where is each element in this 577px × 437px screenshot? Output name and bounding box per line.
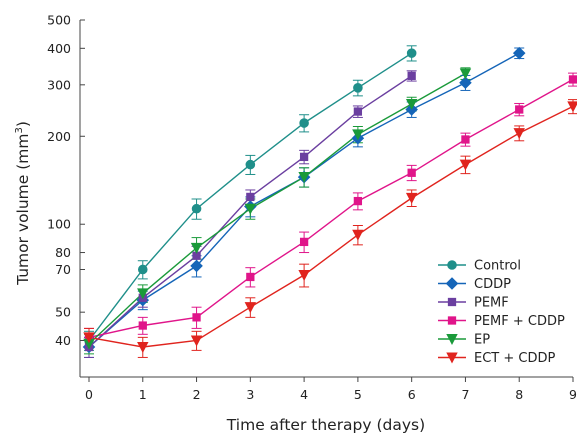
- x-axis-label: Time after therapy (days): [226, 416, 425, 434]
- y-axis-label-main: Tumor volume (mm: [14, 134, 32, 286]
- data-point: [138, 321, 147, 330]
- x-ticks: 0 1 2 3 4 5 6 7 8 9: [85, 377, 577, 402]
- data-point: [299, 237, 309, 247]
- data-point: [137, 341, 149, 353]
- x-tick-label: 3: [246, 387, 254, 402]
- legend-item: Control: [438, 259, 521, 274]
- data-point: [515, 105, 524, 114]
- x-tick-label: 9: [569, 387, 577, 402]
- series-line: [88, 78, 574, 339]
- legend-item: ECT + CDDP: [438, 351, 555, 366]
- y-tick-label: 80: [55, 245, 71, 260]
- data-point: [459, 159, 472, 171]
- y-axis-label-end: ): [14, 121, 32, 127]
- y-tick-label: 100: [47, 217, 71, 232]
- data-point: [459, 76, 472, 90]
- legend-swatch-marker: [447, 297, 457, 307]
- data-point: [192, 313, 201, 322]
- data-point: [137, 264, 148, 275]
- data-point: [405, 192, 418, 204]
- data-point: [407, 71, 416, 80]
- data-point: [190, 242, 203, 254]
- legend-swatch-marker: [447, 260, 457, 270]
- x-tick-label: 7: [461, 387, 469, 402]
- y-tick-label: 500: [47, 13, 71, 28]
- axes: [79, 20, 573, 378]
- series-markers: [82, 46, 577, 354]
- data-point: [459, 68, 472, 80]
- data-point: [512, 46, 526, 60]
- data-point: [298, 270, 310, 281]
- legend-item: PEMF + CDDP: [438, 314, 565, 329]
- y-ticks: 40 50 70 80 100 200 300 400 500: [47, 13, 85, 348]
- legend-label: PEMF: [474, 296, 509, 311]
- legend: Control CDDP PEMF PEMF + CDDP EP ECT + CDDP: [438, 259, 565, 366]
- data-point: [244, 203, 257, 215]
- legend-label: PEMF + CDDP: [474, 314, 565, 329]
- data-point: [299, 118, 309, 128]
- data-point: [352, 129, 364, 141]
- data-point: [190, 335, 203, 347]
- x-tick-label: 4: [300, 387, 308, 402]
- data-point: [190, 259, 203, 273]
- y-axis-label: Tumor volume (mm3): [14, 121, 32, 286]
- x-tick-label: 0: [85, 387, 93, 402]
- legend-label: CDDP: [474, 277, 511, 292]
- legend-swatch-marker: [445, 277, 459, 290]
- legend-label: EP: [474, 333, 490, 348]
- data-point: [299, 152, 309, 162]
- data-point: [137, 288, 149, 300]
- data-point: [245, 159, 256, 170]
- x-tick-label: 2: [193, 387, 201, 402]
- data-point: [461, 135, 470, 144]
- y-tick-label: 200: [47, 129, 71, 144]
- y-tick-label: 300: [47, 77, 71, 92]
- data-point: [246, 192, 255, 202]
- y-axis-label-superscript: 3: [14, 127, 25, 133]
- data-point: [567, 101, 577, 113]
- x-tick-label: 8: [515, 387, 523, 402]
- y-tick-label: 70: [55, 262, 71, 277]
- data-point: [513, 128, 525, 140]
- data-point: [246, 272, 255, 282]
- y-tick-label: 50: [55, 305, 71, 320]
- legend-item: CDDP: [438, 277, 511, 292]
- y-tick-label: 400: [47, 41, 71, 56]
- series-line: [88, 72, 466, 345]
- data-point: [353, 196, 363, 206]
- series-error-bars: [84, 45, 577, 358]
- data-point: [83, 332, 95, 344]
- legend-swatch-marker: [446, 333, 458, 345]
- data-point: [407, 168, 416, 177]
- legend-item: PEMF: [438, 296, 509, 311]
- data-point: [244, 302, 257, 314]
- x-tick-label: 1: [139, 387, 147, 402]
- data-point: [353, 107, 363, 116]
- data-point: [568, 75, 577, 84]
- y-tick-label: 40: [55, 333, 71, 348]
- data-point: [352, 229, 364, 241]
- x-tick-label: 6: [408, 387, 416, 402]
- x-tick-label: 5: [354, 387, 362, 402]
- data-point: [353, 83, 363, 93]
- data-point: [298, 172, 310, 184]
- data-point: [405, 98, 418, 110]
- legend-label: ECT + CDDP: [474, 351, 555, 366]
- series-line: [88, 105, 574, 348]
- legend-swatch-marker: [447, 316, 457, 325]
- data-point: [406, 48, 417, 58]
- legend-swatch-marker: [446, 352, 458, 364]
- legend-item: EP: [438, 333, 490, 348]
- data-point: [191, 203, 202, 214]
- legend-label: Control: [474, 259, 521, 274]
